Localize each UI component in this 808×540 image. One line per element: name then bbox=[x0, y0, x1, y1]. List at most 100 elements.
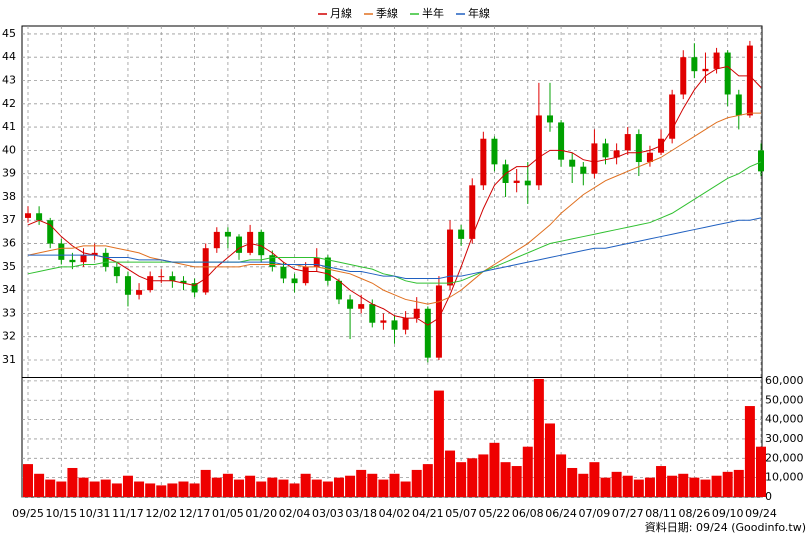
volume-bar bbox=[178, 481, 189, 497]
volume-bar bbox=[422, 464, 433, 497]
x-tick-label: 03/03 bbox=[312, 507, 344, 520]
volume-bar bbox=[333, 477, 344, 497]
volume-bar bbox=[222, 473, 233, 497]
x-tick-label: 01/20 bbox=[245, 507, 277, 520]
volume-bar bbox=[300, 473, 311, 497]
volume-bar bbox=[433, 390, 444, 497]
volume-bar bbox=[189, 483, 200, 497]
x-tick-label: 04/21 bbox=[412, 507, 444, 520]
volume-bar bbox=[411, 469, 422, 497]
volume-bar bbox=[578, 473, 589, 497]
volume-bar bbox=[567, 467, 578, 497]
legend-label: 季線 bbox=[376, 6, 398, 20]
candle-body bbox=[746, 45, 753, 116]
volume-tick-label: 20,000 bbox=[765, 451, 804, 464]
volume-tick-label: 30,000 bbox=[765, 432, 804, 445]
candle-body bbox=[202, 248, 209, 293]
candle-body bbox=[213, 231, 220, 249]
candle-body bbox=[102, 252, 109, 267]
volume-bar bbox=[89, 481, 100, 497]
candle-body bbox=[80, 255, 87, 263]
candle-body bbox=[646, 152, 653, 163]
candle-body bbox=[158, 276, 165, 278]
volume-bar bbox=[56, 481, 67, 497]
volume-bar bbox=[78, 477, 89, 497]
candle-body bbox=[469, 185, 476, 239]
volume-tick-label: 60,000 bbox=[765, 374, 804, 387]
candle-body bbox=[25, 213, 31, 218]
x-tick-label: 11/17 bbox=[112, 507, 144, 520]
plot-frame bbox=[21, 25, 763, 498]
volume-bar bbox=[600, 477, 611, 497]
x-tick-label: 08/11 bbox=[645, 507, 677, 520]
volume-bar bbox=[211, 477, 222, 497]
candle-body bbox=[491, 138, 498, 165]
volume-bar bbox=[456, 462, 467, 497]
candle-body bbox=[535, 115, 542, 186]
x-tick-label: 01/05 bbox=[212, 507, 244, 520]
x-tick-label: 04/02 bbox=[379, 507, 411, 520]
candle-body bbox=[191, 283, 198, 293]
volume-tick-label: 10,000 bbox=[765, 471, 804, 484]
candle-body bbox=[402, 318, 409, 330]
candle-body bbox=[280, 266, 287, 279]
volume-bar bbox=[267, 477, 278, 497]
x-tick-label: 06/24 bbox=[545, 507, 577, 520]
volume-bar bbox=[256, 481, 267, 497]
candle-body bbox=[480, 138, 487, 186]
candle-body bbox=[269, 255, 276, 267]
candle-body bbox=[58, 243, 65, 260]
candle-body bbox=[591, 143, 598, 174]
candle-body bbox=[313, 257, 320, 267]
volume-bar bbox=[245, 475, 256, 497]
volume-bar bbox=[611, 471, 622, 497]
volume-bar bbox=[278, 479, 289, 497]
volume-bar bbox=[689, 477, 700, 497]
candle-body bbox=[236, 236, 243, 253]
volume-bar bbox=[544, 423, 555, 497]
candle-body bbox=[713, 52, 720, 69]
footnote: 資料日期: 09/24 (Goodinfo.tw) bbox=[645, 520, 806, 534]
volume-bar bbox=[200, 469, 211, 497]
volume-tick-label: 40,000 bbox=[765, 413, 804, 426]
volume-bar bbox=[744, 406, 755, 497]
candle-body bbox=[435, 285, 442, 358]
volume-bar bbox=[644, 477, 655, 497]
candle-body bbox=[358, 304, 365, 309]
volume-bar bbox=[145, 483, 156, 497]
candle-body bbox=[635, 134, 642, 163]
legend-label: 月線 bbox=[330, 6, 352, 20]
candle-body bbox=[413, 308, 420, 319]
x-tick-label: 12/02 bbox=[145, 507, 177, 520]
volume-bar bbox=[23, 464, 33, 497]
x-tick-label: 10/31 bbox=[79, 507, 111, 520]
x-tick-label: 09/25 bbox=[12, 507, 44, 520]
volume-bar bbox=[722, 471, 733, 497]
candle-body bbox=[347, 299, 354, 309]
y-tick-label: 43 bbox=[2, 74, 16, 87]
x-tick-label: 03/18 bbox=[345, 507, 377, 520]
x-tick-label: 05/22 bbox=[479, 507, 511, 520]
candle-body bbox=[602, 143, 609, 158]
candle-body bbox=[524, 180, 531, 186]
candle-body bbox=[558, 122, 565, 160]
volume-bar bbox=[367, 473, 378, 497]
candle-body bbox=[546, 115, 553, 123]
candle-body bbox=[691, 57, 698, 72]
candle-body bbox=[291, 278, 298, 284]
candle-body bbox=[136, 290, 143, 295]
x-tick-label: 05/07 bbox=[445, 507, 477, 520]
candle-body bbox=[669, 94, 676, 139]
candle-body bbox=[169, 276, 176, 281]
y-tick-label: 44 bbox=[2, 50, 16, 63]
candle-body bbox=[680, 57, 687, 95]
candle-body bbox=[613, 150, 620, 158]
candle-body bbox=[224, 231, 231, 237]
candle-body bbox=[447, 229, 454, 286]
volume-bar bbox=[656, 466, 667, 497]
y-tick-label: 39 bbox=[2, 167, 16, 180]
candle-body bbox=[180, 280, 187, 284]
volume-bar bbox=[489, 442, 500, 497]
volume-bar bbox=[633, 479, 644, 497]
